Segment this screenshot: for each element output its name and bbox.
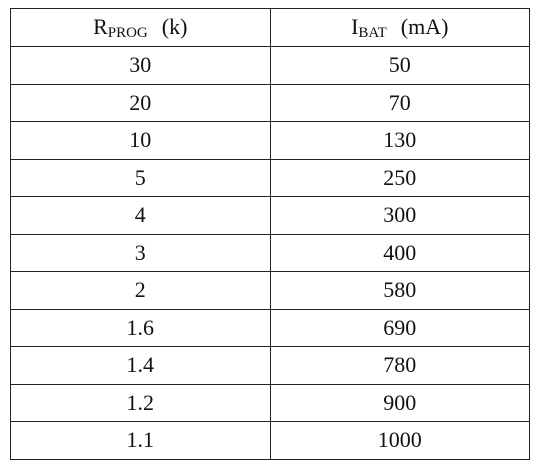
header-main: R — [93, 13, 108, 39]
table-row: 3 400 — [10, 233, 530, 272]
table-cell: 4 — [10, 196, 271, 235]
table-head: RPROG (k) IBAT (mA) — [10, 8, 530, 47]
table-cell: 250 — [269, 158, 530, 197]
header-unit: (k) — [161, 13, 188, 39]
table-row: 4 300 — [10, 196, 530, 235]
table-cell: 1000 — [269, 421, 530, 460]
table-row: 1.6 690 — [10, 308, 530, 347]
table-row: 1.1 1000 — [10, 421, 530, 460]
table-cell: 3 — [10, 233, 271, 272]
table-cell: 400 — [269, 233, 530, 272]
table-cell: 300 — [269, 196, 530, 235]
header-unit: (mA) — [400, 13, 449, 39]
table-cell: 690 — [269, 308, 530, 347]
table-cell: 20 — [10, 83, 271, 122]
table-cell: 50 — [269, 46, 530, 85]
header-main: I — [351, 13, 359, 39]
table-row: 1.2 900 — [10, 383, 530, 422]
table-cell: 900 — [269, 383, 530, 422]
table-cell: 780 — [269, 346, 530, 385]
data-table: RPROG (k) IBAT (mA) 30 50 20 70 10 130 5 250 4 300 3… — [10, 8, 530, 460]
table-cell: 1.1 — [10, 421, 271, 460]
table-body: 30 50 20 70 10 130 5 250 4 300 3 400 2 580 1.6 690 1.4 78… — [10, 46, 530, 460]
table-row: 30 50 — [10, 46, 530, 85]
table-cell: 1.6 — [10, 308, 271, 347]
table-row: 2 580 — [10, 271, 530, 310]
table-row: 20 70 — [10, 83, 530, 122]
table-row: 10 130 — [10, 121, 530, 160]
table-row: 5 250 — [10, 158, 530, 197]
table-row: 1.4 780 — [10, 346, 530, 385]
header-row: RPROG (k) IBAT (mA) — [10, 8, 530, 47]
table-cell: 30 — [10, 46, 271, 85]
table-cell: 580 — [269, 271, 530, 310]
table-cell: 5 — [10, 158, 271, 197]
table-cell: 2 — [10, 271, 271, 310]
header-sub: BAT — [358, 24, 387, 41]
table-cell: 70 — [269, 83, 530, 122]
header-cell: IBAT (mA) — [269, 8, 530, 47]
table-cell: 10 — [10, 121, 271, 160]
table-cell: 130 — [269, 121, 530, 160]
table-cell: 1.4 — [10, 346, 271, 385]
table-cell: 1.2 — [10, 383, 271, 422]
header-cell: RPROG (k) — [10, 8, 271, 47]
header-sub: PROG — [107, 24, 148, 41]
